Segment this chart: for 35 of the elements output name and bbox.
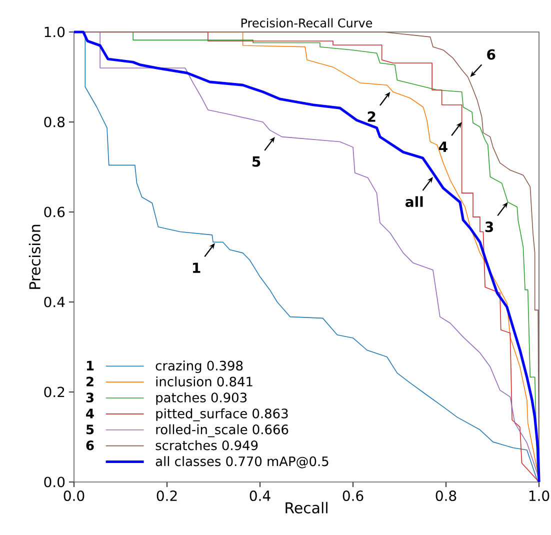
legend-label: crazing 0.398: [156, 360, 243, 374]
y-tick-label: 0.4: [44, 296, 65, 308]
x-axis-title: Recall: [286, 502, 328, 514]
annotation: 6: [487, 49, 496, 60]
text: 3: [86, 392, 94, 402]
text: 5: [86, 424, 94, 434]
annotation: 4: [438, 142, 448, 152]
legend-label: inclusion 0.841: [156, 376, 252, 386]
annotation: 3: [485, 222, 493, 232]
y-tick-label: 0.0: [44, 476, 65, 488]
legend-label: pitted_surface 0.863: [156, 408, 288, 422]
text: 6: [86, 440, 94, 450]
annotation: 2: [368, 111, 376, 122]
legend-label: all classes 0.770 mAP@0.5: [156, 456, 328, 468]
annotation: all: [405, 196, 423, 208]
y-tick-label: 1.0: [44, 26, 65, 38]
x-tick-label: 0.6: [342, 490, 364, 502]
text: 4: [86, 408, 94, 418]
text: 2: [86, 376, 94, 386]
x-tick-label: 1.0: [529, 490, 550, 502]
x-tick-label: 0.2: [156, 490, 177, 502]
legend-label: rolled-in_scale 0.666: [156, 424, 288, 438]
legend-label: scratches 0.949: [156, 440, 258, 450]
x-tick-label: 0.8: [436, 490, 456, 502]
annotation: 5: [252, 156, 260, 167]
x-tick-label: 0.0: [64, 490, 84, 502]
text: 1: [86, 360, 94, 370]
chart-title: Precision-Recall Curve: [241, 18, 372, 28]
annotation: 1: [193, 262, 200, 273]
y-tick-label: 0.2: [44, 386, 64, 398]
x-tick-label: 0.4: [250, 490, 270, 502]
legend-label: patches 0.903: [156, 392, 247, 405]
y-tick-label: 0.6: [44, 206, 65, 218]
y-tick-label: 0.8: [44, 116, 65, 128]
y-axis-title: Precision: [28, 224, 40, 289]
